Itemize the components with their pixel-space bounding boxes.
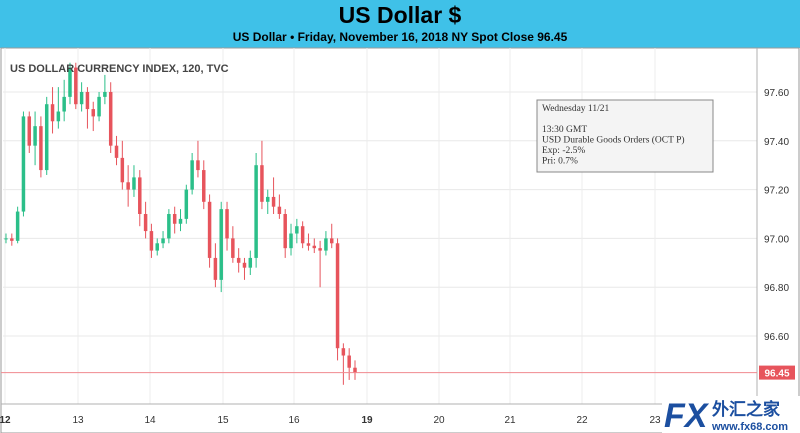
candle-body	[161, 238, 165, 244]
candle-body	[236, 257, 241, 263]
page-subtitle: US Dollar • Friday, November 16, 2018 NY…	[232, 30, 568, 44]
candle-body	[103, 92, 107, 97]
candle-body	[114, 145, 119, 158]
candle-body	[347, 355, 351, 368]
candle-series	[4, 62, 357, 385]
last-price-badge: 96.45	[759, 365, 795, 380]
y-tick-label: 96.60	[764, 332, 789, 343]
candle-body	[149, 231, 154, 251]
x-tick-label: 14	[144, 415, 156, 426]
candle-body	[207, 201, 212, 258]
candle-body	[39, 126, 43, 171]
candle-body	[172, 214, 177, 224]
x-tick-label: 21	[504, 415, 516, 426]
candle-body	[50, 104, 55, 122]
x-tick-label: 20	[433, 415, 445, 426]
annotation-line: Pri: 0.7%	[542, 157, 578, 167]
watermark: FX 外汇之家 www.fx68.com	[662, 396, 800, 433]
candle-body	[15, 211, 20, 241]
x-tick-label: 23	[649, 415, 661, 426]
candle-body	[324, 238, 328, 251]
annotation-line: Exp: -2.5%	[542, 146, 585, 156]
candle-body	[283, 214, 287, 249]
y-tick-label: 97.00	[764, 234, 789, 245]
x-tick-label: 12	[0, 415, 11, 426]
svg-text:www.fx68.com: www.fx68.com	[711, 421, 788, 433]
candle-body	[4, 238, 8, 240]
annotation-line: USD Durable Goods Orders (OCT P)	[542, 135, 685, 146]
candle-body	[108, 92, 113, 146]
x-tick-label: 16	[288, 415, 300, 426]
candle-body	[74, 67, 78, 105]
y-tick-label: 97.20	[764, 186, 789, 197]
candle-body	[167, 214, 171, 239]
candle-body	[225, 209, 229, 239]
candle-body	[138, 177, 142, 214]
candle-body	[289, 233, 293, 249]
candle-body	[143, 214, 148, 232]
candle-body	[62, 96, 66, 112]
candle-body	[335, 243, 340, 349]
candle-body	[126, 182, 130, 190]
svg-text:FX: FX	[664, 397, 710, 433]
x-tick-label: 19	[361, 415, 373, 426]
candle-body	[97, 96, 101, 117]
y-axis-ticks: 96.60 96.80 97.00 97.20 97.40 97.60	[764, 88, 789, 343]
candle-body	[260, 165, 264, 202]
candle-body	[85, 92, 90, 110]
candle-body	[155, 243, 159, 251]
chart-title: US DOLLAR CURRENCY INDEX, 120, TVC	[10, 63, 229, 75]
svg-text:外汇之家: 外汇之家	[712, 399, 780, 420]
candle-body	[219, 209, 223, 280]
candle-body	[196, 160, 200, 171]
candle-body	[178, 218, 183, 224]
fx-logo: FX 外汇之家 www.fx68.com	[664, 397, 788, 433]
candle-body	[132, 177, 136, 190]
candle-body	[295, 226, 299, 234]
candle-body	[190, 160, 194, 190]
candle-body	[277, 206, 282, 214]
x-tick-label: 22	[576, 415, 588, 426]
chart-frame	[0, 47, 800, 433]
header-bar: US Dollar $ US Dollar • Friday, November…	[0, 0, 800, 48]
candle-body	[353, 367, 357, 373]
candle-body	[242, 262, 247, 268]
candle-body	[266, 196, 270, 202]
y-tick-label: 97.40	[764, 137, 789, 148]
candle-body	[44, 104, 49, 171]
last-price-label: 96.45	[764, 369, 789, 380]
candle-body	[254, 165, 258, 258]
annotation-line: 13:30 GMT	[542, 125, 587, 135]
candle-body	[91, 109, 95, 117]
candle-body	[312, 245, 317, 249]
candle-body	[79, 92, 84, 105]
candle-body	[68, 67, 72, 97]
y-tick-label: 97.60	[764, 88, 789, 99]
candle-body	[231, 238, 235, 258]
candle-body	[213, 257, 218, 280]
candle-body	[33, 126, 37, 146]
candle-body	[271, 196, 276, 207]
candle-body	[300, 226, 305, 244]
page-title: US Dollar $	[338, 2, 462, 28]
candle-body	[341, 348, 346, 356]
candle-body	[56, 111, 61, 122]
candle-body	[21, 116, 26, 212]
candle-body	[329, 238, 334, 244]
candle-body	[202, 170, 206, 202]
candle-body	[184, 189, 189, 219]
candle-body	[120, 157, 125, 183]
candle-body	[318, 248, 322, 251]
x-axis-ticks: 12 13 14 15 16 19 20 21 22 23	[0, 415, 661, 426]
candle-body	[27, 116, 32, 146]
x-tick-label: 13	[72, 415, 84, 426]
candle-body	[306, 243, 311, 246]
annotation-line: Wednesday 11/21	[542, 104, 609, 114]
candle-body	[248, 257, 253, 268]
x-tick-label: 15	[217, 415, 229, 426]
candle-body	[10, 238, 14, 241]
y-tick-label: 96.80	[764, 283, 789, 294]
